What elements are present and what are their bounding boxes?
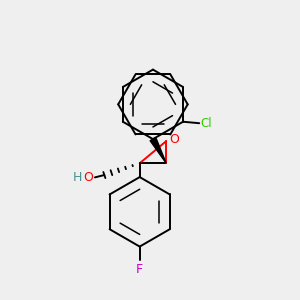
Text: O: O: [170, 133, 180, 146]
Text: Cl: Cl: [201, 117, 212, 130]
Text: H: H: [73, 171, 83, 184]
Text: F: F: [136, 263, 143, 276]
Polygon shape: [150, 137, 166, 163]
Text: O: O: [84, 171, 94, 184]
